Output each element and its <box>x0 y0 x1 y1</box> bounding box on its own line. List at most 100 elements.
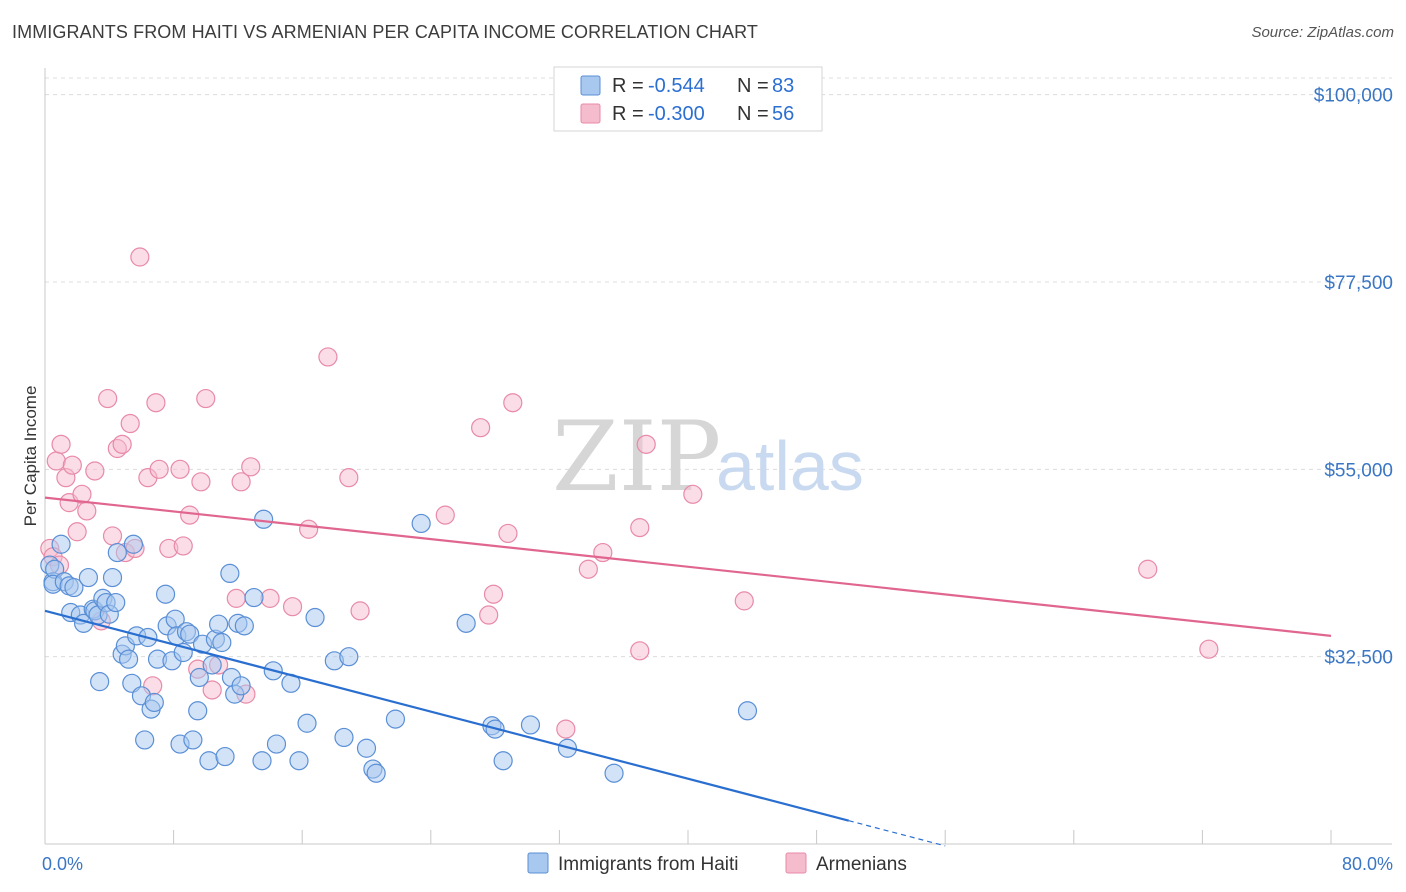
scatter-point <box>254 509 274 529</box>
scatter-point <box>234 616 254 636</box>
scatter-point <box>202 680 222 700</box>
scatter-point <box>356 738 377 758</box>
scatter-point <box>636 434 656 454</box>
scatter-point <box>51 534 71 554</box>
scatter-point <box>102 567 123 588</box>
scatter-point <box>241 457 261 477</box>
scatter-point <box>220 563 240 584</box>
scatter-point <box>98 388 118 409</box>
scatter-point <box>737 701 758 721</box>
scatter-point <box>630 641 650 661</box>
scatter-point <box>435 505 455 525</box>
scatter-point <box>120 413 140 434</box>
scatter-point <box>231 676 251 696</box>
scatter-point <box>305 607 325 628</box>
scatter-point <box>149 459 169 479</box>
bottom-legend-label-armenians: Armenians <box>816 854 907 875</box>
scatter-point <box>318 347 338 367</box>
scatter-point <box>299 519 319 539</box>
scatter-point <box>130 247 150 267</box>
y-tick-labels: $100,000 $77,500 $55,000 $32,500 <box>1314 86 1393 669</box>
scatter-point <box>604 763 624 783</box>
bottom-legend: Immigrants from Haiti Armenians <box>527 852 907 875</box>
watermark-atlas: atlas <box>716 427 864 505</box>
scatter-point <box>734 591 754 611</box>
x-tick-label: 80.0% <box>1342 854 1393 874</box>
bottom-legend-label-haiti: Immigrants from Haiti <box>558 854 739 875</box>
y-tick-label: $55,000 <box>1324 460 1393 481</box>
scatter-point <box>231 472 251 492</box>
scatter-point <box>289 751 309 771</box>
scatter-point <box>471 418 491 438</box>
scatter-point <box>252 751 272 771</box>
scatter-point <box>123 534 144 554</box>
scatter-point <box>212 632 232 653</box>
scatter-point <box>556 719 576 739</box>
y-tick-label: $77,500 <box>1324 273 1393 294</box>
scatter-point <box>479 605 499 625</box>
legend-r-label-pink: R = <box>612 103 644 125</box>
axes <box>44 68 1392 845</box>
scatter-point <box>155 584 176 604</box>
scatter-point <box>266 734 287 754</box>
scatter-point <box>630 518 650 538</box>
scatter-point <box>107 542 127 563</box>
scatter-point <box>385 709 406 729</box>
scatter-point <box>1199 639 1219 659</box>
legend-n-label-pink: N = <box>737 103 769 125</box>
trend-lines <box>44 496 1332 847</box>
scatter-point <box>180 505 200 525</box>
scatter-point <box>202 655 222 675</box>
scatter-point <box>188 701 208 721</box>
scatter-point <box>77 501 97 521</box>
scatter-point <box>578 559 598 579</box>
y-tick-label: $100,000 <box>1314 86 1393 107</box>
scatter-point <box>51 434 71 454</box>
scatter-point <box>106 592 126 613</box>
scatter-point <box>64 577 84 598</box>
series-haiti <box>40 509 758 783</box>
bottom-legend-swatch-armenians <box>785 852 807 874</box>
legend: R = -0.544 N = 83 R = -0.300 N = 56 <box>553 66 823 132</box>
scatter-point <box>260 588 280 608</box>
trend-line-armenians <box>44 496 1332 637</box>
scatter-point <box>183 730 203 750</box>
scatter-point <box>135 730 155 750</box>
scatter-point <box>102 526 123 546</box>
scatter-point <box>498 523 518 544</box>
scatter-point <box>503 393 523 413</box>
scatter-point <box>67 522 87 542</box>
scatter-point <box>520 715 541 735</box>
scatter-point <box>199 751 219 771</box>
scatter-point <box>112 434 132 454</box>
x-tick-label: 0.0% <box>42 854 83 874</box>
scatter-point <box>62 455 82 475</box>
legend-swatch-pink <box>580 103 601 124</box>
scatter-point <box>191 472 211 492</box>
series-armenians <box>40 247 1219 739</box>
scatter-point <box>196 388 216 409</box>
scatter-point <box>297 713 317 733</box>
bottom-legend-swatch-haiti <box>527 852 549 874</box>
scatter-point <box>85 461 105 481</box>
scatter-point <box>146 393 166 413</box>
scatter-point <box>170 459 190 479</box>
scatter-point <box>173 536 193 556</box>
scatter-point <box>456 613 476 633</box>
legend-n-value-blue: 83 <box>772 75 794 97</box>
legend-r-value-blue: -0.544 <box>648 75 705 97</box>
scatter-point <box>144 692 164 713</box>
scatter-point <box>339 468 359 488</box>
scatter-point <box>683 484 703 504</box>
scatter-point <box>78 567 99 588</box>
y-tick-label: $32,500 <box>1324 648 1393 669</box>
scatter-point <box>411 513 431 534</box>
chart-source: Source: ZipAtlas.com <box>1251 24 1394 41</box>
legend-r-label-blue: R = <box>612 75 644 97</box>
scatter-point <box>180 624 200 644</box>
scatter-point <box>46 451 66 471</box>
chart-title: IMMIGRANTS FROM HAITI VS ARMENIAN PER CA… <box>12 22 758 42</box>
scatter-point <box>118 649 139 669</box>
scatter-point <box>90 672 110 692</box>
legend-n-label-blue: N = <box>737 75 769 97</box>
